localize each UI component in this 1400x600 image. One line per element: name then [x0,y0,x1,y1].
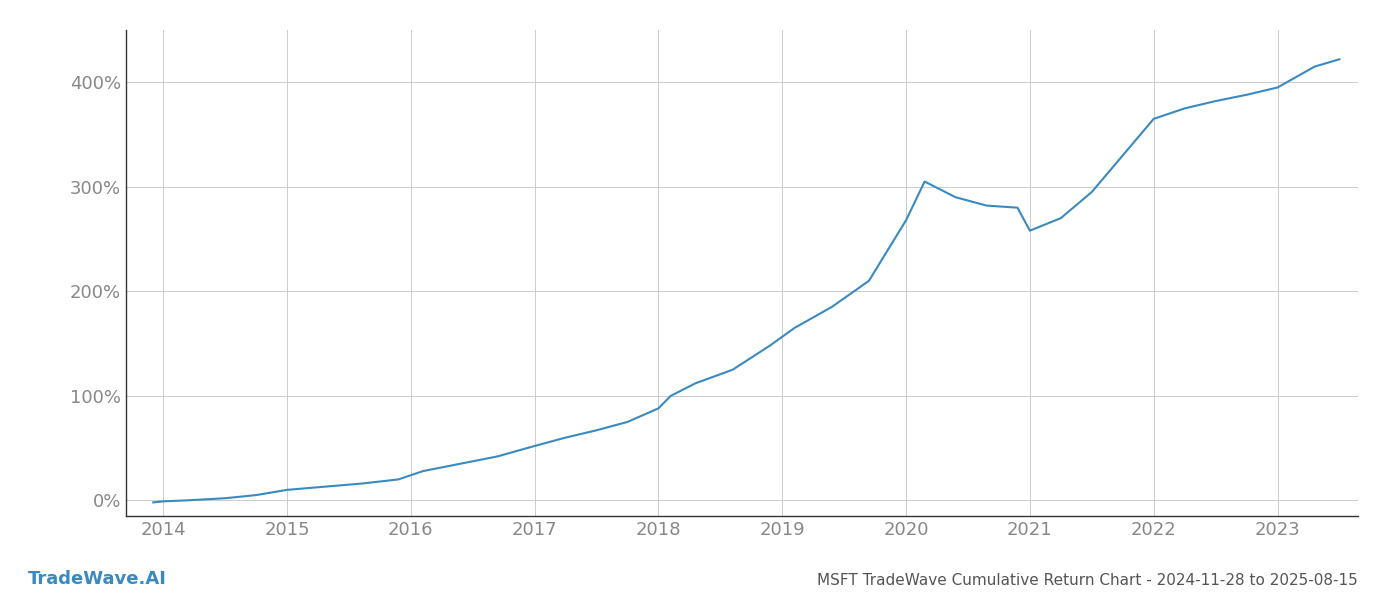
Text: MSFT TradeWave Cumulative Return Chart - 2024-11-28 to 2025-08-15: MSFT TradeWave Cumulative Return Chart -… [818,573,1358,588]
Text: TradeWave.AI: TradeWave.AI [28,570,167,588]
